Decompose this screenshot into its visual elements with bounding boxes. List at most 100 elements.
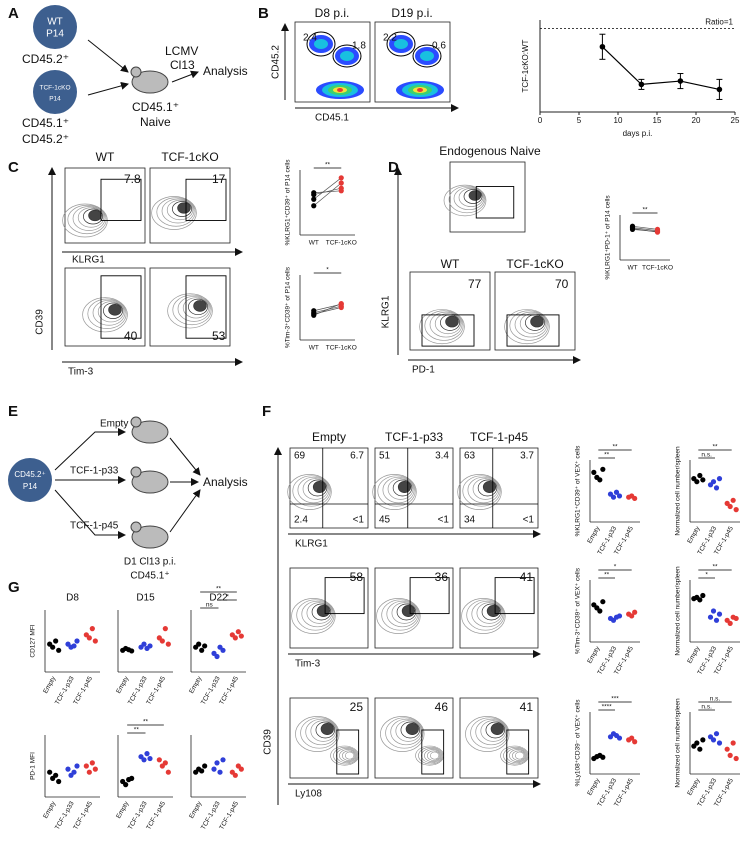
contour xyxy=(316,605,330,617)
gate xyxy=(332,44,362,68)
data-point xyxy=(159,638,165,644)
x-tick-label: TCF-1-p45 xyxy=(145,800,167,831)
contour xyxy=(88,209,102,222)
data-point xyxy=(144,751,150,757)
cell-label: P14 xyxy=(23,482,38,491)
contour xyxy=(512,750,526,761)
column-title: D19 p.i. xyxy=(391,6,432,20)
infection-label: Cl13 xyxy=(170,58,195,72)
analysis-label: Analysis xyxy=(203,475,248,489)
gate xyxy=(409,577,450,615)
data-point xyxy=(53,772,59,778)
contour xyxy=(287,474,332,510)
significance-label: ** xyxy=(712,444,718,451)
data-point xyxy=(727,503,733,510)
plot-title: D8 xyxy=(66,593,79,604)
x-tick-label: Empty xyxy=(686,525,702,545)
contour xyxy=(291,598,336,634)
panel-letter: E xyxy=(8,403,18,420)
significance-label: ** xyxy=(642,207,648,214)
gate xyxy=(386,31,416,57)
contour xyxy=(156,197,196,227)
column-title: D8 p.i. xyxy=(315,6,350,20)
data-point xyxy=(697,472,703,479)
contour xyxy=(457,474,502,510)
contour xyxy=(400,721,421,739)
x-tick-label: TCF-1cKO xyxy=(642,265,673,272)
data-point xyxy=(53,638,59,644)
gate xyxy=(421,729,445,775)
x-tick-label: Empty xyxy=(586,645,602,665)
data-point xyxy=(65,766,71,772)
data-point xyxy=(599,43,606,50)
data-point xyxy=(616,613,623,619)
data-point xyxy=(147,643,153,649)
contour xyxy=(490,723,504,735)
gate xyxy=(506,314,560,347)
gate-value: 70 xyxy=(555,277,569,291)
panel-letter: D xyxy=(388,159,399,176)
pair-line xyxy=(313,307,342,315)
data-point xyxy=(56,778,62,785)
cell-label: WT xyxy=(47,17,63,28)
contour xyxy=(503,746,528,765)
density xyxy=(340,51,354,61)
density xyxy=(394,39,408,49)
marker-label: CD45.1⁺ xyxy=(22,116,69,130)
contour xyxy=(468,190,482,201)
contour xyxy=(188,298,208,316)
data-point xyxy=(238,633,244,639)
data-point xyxy=(710,479,717,485)
contour xyxy=(514,311,548,338)
axis-label: Normalized cell number/spleen xyxy=(675,566,682,656)
contour xyxy=(434,313,462,335)
plot-frame xyxy=(64,167,146,244)
data-point xyxy=(199,768,205,774)
data-point xyxy=(733,755,739,762)
arm-label: TCF-1-p33 xyxy=(70,466,119,477)
axis-label: Normalized cell number/spleen xyxy=(675,446,682,536)
contour xyxy=(387,478,414,500)
pair-line xyxy=(313,177,342,200)
significance-label: ** xyxy=(143,719,149,726)
column-title: TCF-1cKO xyxy=(506,257,563,271)
data-point xyxy=(597,608,603,614)
contour xyxy=(87,298,127,329)
panel-letter: A xyxy=(8,5,19,22)
reference-label: Ratio=1 xyxy=(705,17,733,26)
gate xyxy=(185,275,227,339)
x-tick-label: TCF-1-p45 xyxy=(218,675,240,706)
contour xyxy=(477,479,498,497)
data-point xyxy=(710,608,717,614)
contour xyxy=(67,204,107,235)
column-title: WT xyxy=(96,150,115,164)
contour xyxy=(161,198,195,224)
gate-value: 46 xyxy=(435,700,449,714)
contour xyxy=(486,605,500,617)
contour xyxy=(151,196,197,230)
axis-label: %Tim-3⁺CD39⁺ of P14 cells xyxy=(285,266,292,348)
contour xyxy=(395,720,422,742)
quadrant-value: 2.4 xyxy=(294,515,308,526)
significance-label: n.s. xyxy=(701,704,712,711)
density xyxy=(337,88,343,92)
gate-value: 40 xyxy=(124,329,138,343)
data-point xyxy=(610,494,617,500)
quadrant-value: 6.7 xyxy=(350,451,364,462)
host-label: CD45.1⁺ xyxy=(132,100,179,114)
contour xyxy=(339,749,357,762)
data-point xyxy=(147,755,153,762)
gate-value: 0.6 xyxy=(432,41,446,52)
significance-label: ** xyxy=(712,564,718,571)
x-tick-label: 15 xyxy=(653,116,662,125)
arrow xyxy=(54,489,126,539)
contour xyxy=(295,716,340,752)
x-tick-label: Empty xyxy=(586,777,602,797)
column-title: Empty xyxy=(312,430,346,444)
axis-label: %Tim-3⁺CD39⁺ of VEX⁺ cells xyxy=(575,567,582,654)
quadrant-value: 34 xyxy=(464,515,476,526)
data-point xyxy=(629,613,635,619)
marker-label: CD45.2⁺ xyxy=(22,132,69,146)
contour xyxy=(391,602,418,624)
pair-line xyxy=(632,227,658,232)
